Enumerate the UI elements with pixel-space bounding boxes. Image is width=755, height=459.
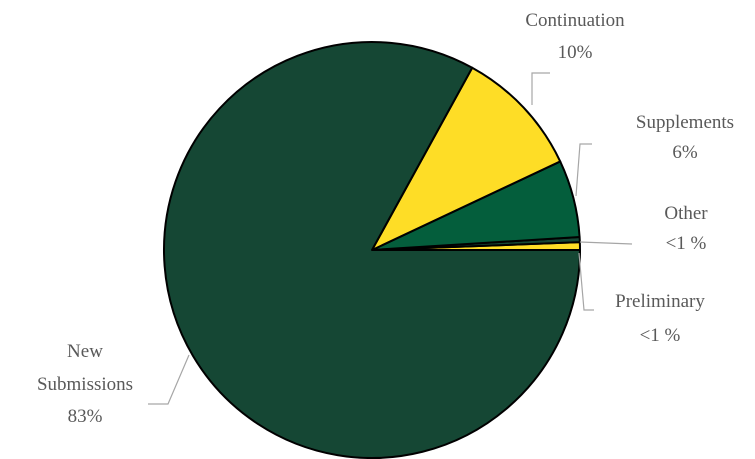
leader-line-other [579, 241, 633, 245]
data-label-value: 83% [68, 406, 103, 427]
leader-line-preliminary [578, 252, 594, 311]
data-label-category: Preliminary [615, 291, 705, 312]
pie-slice-new-submissions [163, 41, 581, 459]
data-label-value: <1 % [640, 325, 681, 346]
leader-line-new-submissions [148, 354, 190, 405]
data-label-value: 10% [558, 42, 593, 63]
data-label-value: <1 % [666, 233, 707, 254]
data-label-value: 6% [672, 142, 698, 163]
pie-slice-continuation [371, 66, 562, 251]
data-label-category: Supplements [636, 112, 734, 133]
leader-line-continuation [531, 72, 550, 105]
pie-slices [163, 41, 581, 459]
data-labels: New Submissions 83% Continuation 10% Suppleme… [37, 10, 734, 427]
data-label-category: Continuation [525, 10, 625, 31]
data-label-category: Submissions [37, 374, 133, 395]
leader-lines [148, 72, 633, 405]
leader-line-supplements [575, 143, 592, 197]
data-label-category: New [67, 341, 103, 362]
data-label-category: Other [664, 203, 708, 224]
